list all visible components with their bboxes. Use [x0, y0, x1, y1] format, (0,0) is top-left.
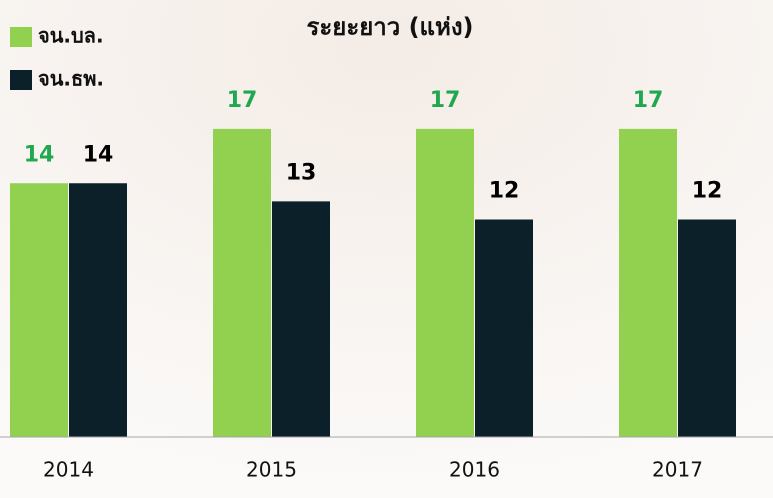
- bar: [272, 201, 330, 437]
- data-label: 17: [227, 88, 258, 113]
- bar: [213, 128, 271, 437]
- chart-title: ระยะยาว (แห่ง): [306, 13, 473, 41]
- data-label: 14: [83, 142, 114, 167]
- data-label: 17: [430, 88, 461, 113]
- bar: [69, 183, 127, 437]
- data-label: 14: [24, 142, 55, 167]
- legend-swatch: [10, 27, 32, 47]
- bar: [475, 219, 533, 437]
- data-label: 17: [633, 88, 664, 113]
- data-label: 12: [692, 179, 723, 204]
- x-tick-label: 2014: [43, 458, 94, 482]
- bar: [619, 128, 677, 437]
- x-tick-label: 2016: [449, 458, 500, 482]
- legend-swatch: [10, 70, 32, 90]
- bar: [678, 219, 736, 437]
- x-tick-label: 2015: [246, 458, 297, 482]
- x-tick-label: 2017: [652, 458, 703, 482]
- legend-label: จน.บล.: [38, 24, 104, 48]
- data-label: 12: [489, 179, 520, 204]
- bar: [10, 183, 68, 437]
- bar: [416, 128, 474, 437]
- data-label: 13: [286, 160, 317, 185]
- legend-label: จน.ธพ.: [38, 67, 104, 91]
